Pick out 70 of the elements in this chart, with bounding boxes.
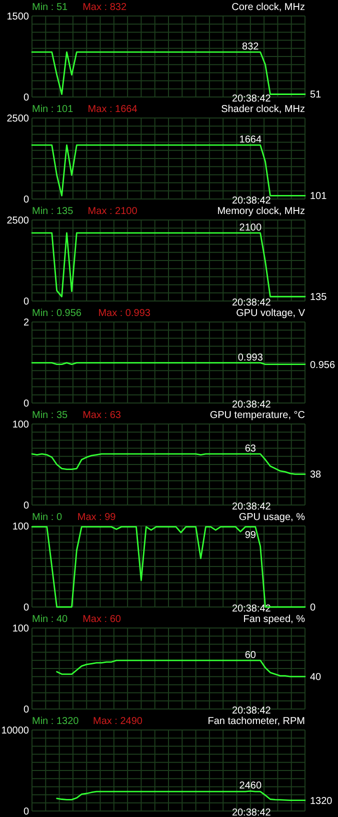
y-tick-label: 0	[23, 296, 30, 308]
y-tick-label: 0	[23, 194, 30, 206]
y-tick-label: 2500	[6, 216, 30, 226]
data-label: 99	[244, 530, 256, 541]
x-axis-title: 20:38:42	[232, 502, 272, 512]
chart-title: GPU usage, %	[238, 512, 306, 523]
y-tick-label: 0	[23, 92, 30, 104]
data-label: 40	[310, 672, 322, 684]
line-series	[31, 232, 306, 298]
text: Max : 0.993	[98, 308, 151, 319]
data-label: 38	[310, 470, 322, 481]
x-axis-title: 20:38:42	[232, 604, 272, 614]
y-tick-label: 0	[23, 500, 30, 512]
data-label: 0	[310, 602, 316, 614]
data-label: 0.956	[310, 360, 336, 371]
line-series	[31, 453, 306, 475]
text: Max : 832	[82, 2, 127, 13]
text: Min : 135	[32, 206, 74, 217]
x-axis-title: 20:38:42	[232, 706, 272, 716]
text: Max : 99	[77, 512, 116, 523]
y-tick-label: 100	[12, 522, 30, 532]
text: Min : 51	[32, 2, 68, 13]
text: Min : 1320	[32, 716, 80, 727]
chart-title: Fan tachometer, RPM	[208, 716, 305, 727]
y-tick-label: 0	[23, 602, 30, 614]
data-label: 60	[244, 650, 256, 661]
chart-title: GPU voltage, V	[236, 308, 306, 319]
data-label: 135	[310, 292, 328, 304]
x-axis-title: 20:38:42	[232, 298, 272, 308]
x-axis-title: 20:38:42	[232, 400, 272, 410]
data-label: 2100	[239, 222, 262, 234]
text: Max : 60	[82, 614, 122, 625]
line-series	[31, 144, 306, 196]
data-label: 832	[242, 42, 260, 53]
x-axis-title: 20:38:42	[232, 94, 272, 104]
y-tick-label: 0	[23, 398, 30, 410]
y-tick-label: 1500	[6, 12, 30, 22]
line-series	[56, 660, 306, 678]
y-tick-label: 0	[23, 704, 30, 716]
text: Min : 0	[32, 512, 62, 523]
data-label: 101	[310, 191, 328, 202]
x-axis-title: 20:38:42	[232, 808, 272, 817]
data-label: 1320	[310, 796, 333, 807]
y-tick-label: 0	[23, 806, 30, 817]
text: Max : 2100	[88, 206, 138, 217]
y-tick-label: 2	[23, 318, 30, 328]
x-axis-title: 20:38:42	[232, 196, 272, 206]
text: Min : 35	[32, 410, 68, 421]
text: Min : 0.956	[32, 308, 82, 319]
data-label: 2460	[239, 780, 262, 792]
data-label: 1664	[239, 134, 262, 146]
y-tick-label: 2500	[6, 114, 30, 124]
chart-title: Shader clock, MHz	[221, 104, 305, 115]
chart-title: Fan speed, %	[243, 614, 306, 625]
y-tick-label: 10000	[1, 726, 30, 736]
line-series	[31, 51, 306, 95]
data-label: 0.993	[238, 352, 264, 364]
chart-title: Core clock, MHz	[232, 2, 305, 13]
y-tick-label: 100	[12, 420, 30, 430]
data-label: 51	[310, 90, 322, 101]
line-series	[56, 790, 306, 802]
text: Min : 40	[32, 614, 68, 625]
chart-title: Memory clock, MHz	[217, 206, 305, 217]
chart-title: GPU temperature, °C	[210, 410, 305, 421]
text: Max : 63	[82, 410, 122, 421]
text: Max : 2490	[93, 716, 143, 727]
text: Max : 1664	[88, 104, 138, 115]
y-tick-label: 100	[12, 624, 30, 634]
data-label: 63	[244, 443, 256, 454]
text: Min : 101	[32, 104, 74, 115]
